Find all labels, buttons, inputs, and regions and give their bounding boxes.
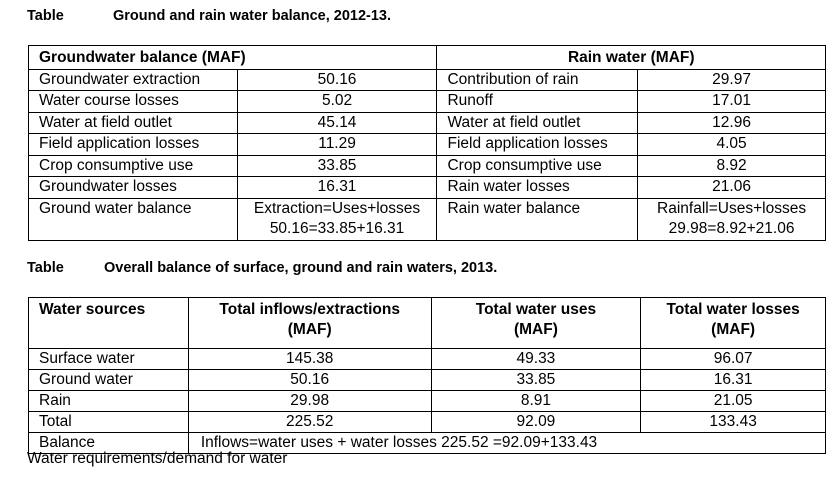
row-losses: 16.31: [640, 369, 826, 391]
table-row: Water at field outlet 45.14 Water at fie…: [28, 111, 826, 134]
header-total-uses-unit: (MAF): [513, 321, 558, 338]
balance-row: Balance Inflows=water uses + water losse…: [28, 432, 827, 454]
row-label: Runoff: [436, 90, 639, 113]
groundwater-balance-label: Ground water balance: [28, 197, 238, 241]
row-label: Field application losses: [28, 133, 238, 156]
row-inflow: 225.52: [187, 411, 432, 433]
table-row: Surface water 145.38 49.33 96.07: [28, 348, 826, 370]
row-label: Groundwater extraction: [28, 68, 238, 91]
table-header-row: Water sources Total inflows/extractions …: [28, 297, 826, 349]
row-label: Crop consumptive use: [28, 154, 238, 177]
table-header-row: Groundwater balance (MAF) Rain water (MA…: [27, 45, 826, 70]
row-value: 29.97: [637, 68, 826, 91]
header-total-uses-title: Total water uses: [475, 301, 597, 318]
header-total-inflows-title: Total inflows/extractions: [219, 301, 400, 318]
row-uses: 8.91: [430, 390, 642, 412]
rainwater-balance-values: 29.98=8.92+21.06: [668, 220, 795, 237]
row-value: 4.05: [637, 133, 826, 156]
row-label: Water at field outlet: [436, 111, 639, 134]
groundwater-balance-formula: Extraction=Uses+losses 50.16=33.85+16.31: [236, 197, 438, 241]
row-value: 45.14: [236, 111, 438, 134]
table1-caption-label: Table: [27, 8, 64, 24]
row-value: 5.02: [236, 90, 438, 113]
table2-caption-title: Overall balance of surface, ground and r…: [104, 260, 498, 276]
table-row: Groundwater extraction 50.16 Contributio…: [28, 68, 826, 91]
row-value: 50.16: [236, 68, 438, 91]
table-row: Ground water 50.16 33.85 16.31: [28, 369, 826, 391]
balance-formula: Inflows=water uses + water losses 225.52…: [187, 432, 827, 454]
row-uses: 92.09: [430, 411, 642, 433]
row-label: Water course losses: [28, 90, 238, 113]
row-inflow: 145.38: [187, 348, 432, 370]
row-label: Field application losses: [436, 133, 639, 156]
balance-row: Ground water balance Extraction=Uses+los…: [28, 197, 826, 241]
row-losses: 96.07: [640, 348, 826, 370]
overall-water-balance-table: Water sources Total inflows/extractions …: [28, 297, 827, 454]
row-label: Crop consumptive use: [436, 154, 639, 177]
row-inflow: 50.16: [187, 369, 432, 391]
row-inflow: 29.98: [187, 390, 432, 412]
row-value: 8.92: [637, 154, 826, 177]
row-uses: 49.33: [430, 348, 642, 370]
row-value: 17.01: [637, 90, 826, 113]
groundwater-header: Groundwater balance (MAF): [27, 45, 438, 70]
footer-text: Water requirements/demand for water: [27, 450, 288, 467]
row-value: 11.29: [236, 133, 438, 156]
table-row: Groundwater losses 16.31 Rain water loss…: [28, 176, 826, 199]
rainwater-balance-formula: Rainfall=Uses+losses 29.98=8.92+21.06: [637, 197, 826, 241]
row-value: 21.06: [637, 176, 826, 199]
header-total-losses: Total water losses (MAF): [640, 297, 826, 349]
row-source: Rain: [28, 390, 189, 412]
groundwater-balance-values: 50.16=33.85+16.31: [269, 220, 405, 237]
row-label: Water at field outlet: [28, 111, 238, 134]
groundwater-balance-equation: Extraction=Uses+losses: [253, 199, 421, 217]
table-row: Total 225.52 92.09 133.43: [28, 411, 826, 433]
row-label: Rain water losses: [436, 176, 639, 199]
rainwater-balance-label: Rain water balance: [436, 197, 639, 241]
header-total-inflows: Total inflows/extractions (MAF): [187, 297, 432, 349]
header-total-losses-title: Total water losses: [666, 301, 800, 318]
row-value: 12.96: [637, 111, 826, 134]
rainwater-header: Rain water (MAF): [436, 45, 826, 70]
row-uses: 33.85: [430, 369, 642, 391]
table2-caption-label: Table: [27, 260, 64, 276]
balance-label: Balance: [28, 432, 189, 454]
header-water-sources: Water sources: [28, 297, 189, 349]
row-value: 16.31: [236, 176, 438, 199]
table-row: Field application losses 11.29 Field app…: [28, 133, 826, 156]
rainwater-balance-equation: Rainfall=Uses+losses: [657, 199, 807, 217]
row-source: Total: [28, 411, 189, 433]
table-row: Rain 29.98 8.91 21.05: [28, 390, 826, 412]
row-value: 33.85: [236, 154, 438, 177]
row-losses: 133.43: [640, 411, 826, 433]
header-total-uses: Total water uses (MAF): [430, 297, 642, 349]
row-source: Surface water: [28, 348, 189, 370]
header-total-inflows-unit: (MAF): [287, 321, 332, 338]
row-source: Ground water: [28, 369, 189, 391]
table-row: Water course losses 5.02 Runoff 17.01: [28, 90, 826, 113]
row-losses: 21.05: [640, 390, 826, 412]
ground-rain-balance-table: Groundwater balance (MAF) Rain water (MA…: [27, 45, 826, 241]
header-total-losses-unit: (MAF): [711, 321, 756, 338]
row-label: Groundwater losses: [28, 176, 238, 199]
table1-caption-title: Ground and rain water balance, 2012-13.: [113, 8, 392, 24]
table-row: Crop consumptive use 33.85 Crop consumpt…: [28, 154, 826, 177]
row-label: Contribution of rain: [436, 68, 639, 91]
